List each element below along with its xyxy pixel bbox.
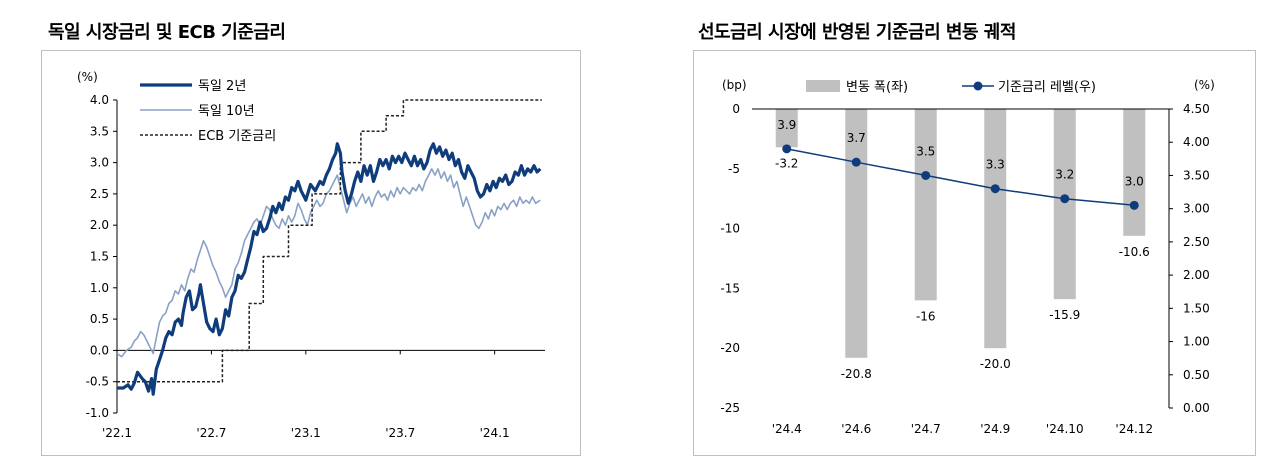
right-legend-bar-swatch <box>806 80 840 92</box>
left-y-tick-label: 1.0 <box>90 281 109 295</box>
right-left-tick-label: -10 <box>720 222 740 236</box>
right-right-tick-label: 4.00 <box>1183 135 1210 149</box>
right-bar-1 <box>845 109 868 358</box>
right-right-tick-label: 3.50 <box>1183 168 1210 182</box>
right-left-tick-label: -25 <box>720 401 740 415</box>
right-rate-marker-3 <box>990 184 1000 194</box>
right-legend-line-label: 기준금리 레벨(우) <box>998 80 1096 95</box>
right-bar-label-0: -3.2 <box>775 156 798 170</box>
right-left-tick-label: -5 <box>728 162 740 176</box>
right-bar-label-4: -15.9 <box>1049 308 1080 322</box>
right-bar-3 <box>984 109 1007 349</box>
left-y-tick-label: 3.0 <box>90 156 109 170</box>
right-rate-marker-1 <box>851 157 861 167</box>
right-legend-line-marker <box>973 81 983 91</box>
left-y-tick-label: -1.0 <box>86 406 109 420</box>
right-left-tick-label: -15 <box>720 281 740 295</box>
right-right-tick-label: 1.50 <box>1183 301 1210 315</box>
right-rate-marker-2 <box>921 170 931 180</box>
right-bar-label-5: -10.6 <box>1119 245 1150 259</box>
left-y-tick-label: 3.5 <box>90 124 109 138</box>
right-x-tick-label: '24.12 <box>1115 422 1153 436</box>
left-y-tick-label: 2.0 <box>90 218 109 232</box>
right-left-tick-label: 0 <box>732 102 740 116</box>
right-bar-label-2: -16 <box>916 309 936 323</box>
right-rate-marker-4 <box>1060 194 1070 204</box>
left-chart-frame: (%) 4.0 3.5 3.0 2.5 2.0 1.5 1.0 0.5 0.0 -0.5 -1.0 '2… <box>41 50 581 456</box>
left-y-tick-label: 2.5 <box>90 187 109 201</box>
right-rate-label-2: 3.5 <box>916 144 935 158</box>
right-right-tick-label: 0.50 <box>1183 368 1210 382</box>
left-unit-label: (%) <box>77 70 98 84</box>
right-x-tick-label: '24.9 <box>980 422 1010 436</box>
right-chart-svg: (bp) (%) 0 -5 -10 -15 -20 -25 4.50 4.00 3.50 3.00 2.… <box>720 78 1215 436</box>
right-right-tick-label: 0.00 <box>1183 401 1210 415</box>
right-left-tick-label: -20 <box>720 341 740 355</box>
left-y-tick-label: 0.5 <box>90 312 109 326</box>
right-right-tick-label: 2.50 <box>1183 235 1210 249</box>
left-legend-label-2: ECB 기준금리 <box>198 129 276 144</box>
right-rate-label-0: 3.9 <box>777 118 796 132</box>
right-rate-label-1: 3.7 <box>847 131 866 145</box>
right-bar-2 <box>914 109 937 301</box>
right-bar-0 <box>775 109 798 148</box>
left-legend-label-0: 독일 2년 <box>198 79 246 94</box>
left-x-tick-label: '24.1 <box>480 426 510 440</box>
right-rate-label-3: 3.3 <box>986 158 1005 172</box>
right-bar-5 <box>1123 109 1146 236</box>
right-left-unit-label: (bp) <box>722 78 747 92</box>
right-x-tick-label: '24.10 <box>1046 422 1084 436</box>
right-chart-title: 선도금리 시장에 반영된 기준금리 변동 궤적 <box>698 22 1016 43</box>
left-x-tick-label: '23.1 <box>291 426 321 440</box>
left-x-tick-label: '23.7 <box>385 426 415 440</box>
right-rate-label-4: 3.2 <box>1055 168 1074 182</box>
left-series-line-0 <box>117 142 542 396</box>
right-rate-line <box>786 148 1135 207</box>
left-legend-label-1: 독일 10년 <box>198 104 255 119</box>
left-y-tick-label: 4.0 <box>90 93 109 107</box>
right-legend-bar-label: 변동 폭(좌) <box>846 80 908 95</box>
right-bar-label-3: -20.0 <box>980 357 1011 371</box>
left-series-line-1 <box>116 168 541 358</box>
right-chart-frame: (bp) (%) 0 -5 -10 -15 -20 -25 4.50 4.00 3.50 3.00 2.… <box>693 50 1256 456</box>
left-x-tick-label: '22.7 <box>196 426 226 440</box>
left-y-tick-label: -0.5 <box>86 375 109 389</box>
right-right-tick-label: 2.00 <box>1183 268 1210 282</box>
right-rate-marker-0 <box>782 144 792 154</box>
right-rate-label-5: 3.0 <box>1125 174 1144 188</box>
left-series-line-2 <box>117 99 542 383</box>
right-x-tick-label: '24.7 <box>911 422 941 436</box>
left-x-tick-label: '22.1 <box>102 426 132 440</box>
right-bar-4 <box>1053 109 1076 300</box>
right-rate-marker-5 <box>1129 200 1139 210</box>
left-chart-svg: (%) 4.0 3.5 3.0 2.5 2.0 1.5 1.0 0.5 0.0 -0.5 -1.0 '2… <box>77 70 545 440</box>
right-bar-label-1: -20.8 <box>841 367 872 381</box>
left-y-tick-label: 0.0 <box>90 343 109 357</box>
right-right-tick-label: 4.50 <box>1183 102 1210 116</box>
left-y-tick-label: 1.5 <box>90 250 109 264</box>
right-x-tick-label: '24.4 <box>772 422 802 436</box>
right-right-unit-label: (%) <box>1194 78 1215 92</box>
right-right-tick-label: 3.00 <box>1183 202 1210 216</box>
left-chart-title: 독일 시장금리 및 ECB 기준금리 <box>48 22 286 43</box>
right-x-tick-label: '24.6 <box>841 422 871 436</box>
right-right-tick-label: 1.00 <box>1183 335 1210 349</box>
